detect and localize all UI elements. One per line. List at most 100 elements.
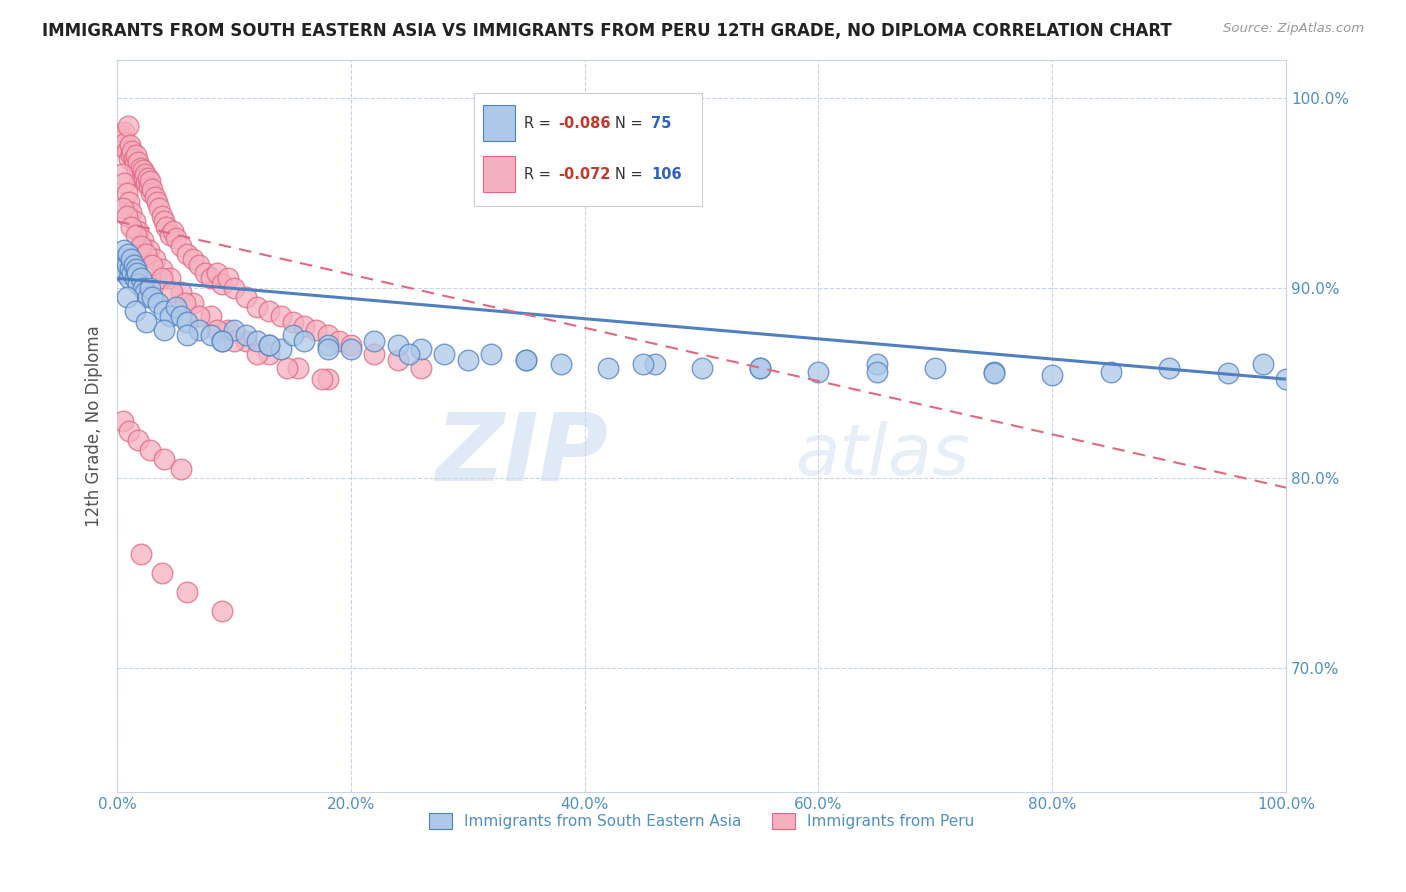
Point	[115, 290, 138, 304]
Point	[409, 360, 432, 375]
Point	[135, 315, 157, 329]
Point	[134, 285, 156, 299]
Point	[176, 328, 198, 343]
Point	[124, 271, 146, 285]
Point	[211, 604, 233, 618]
Point	[188, 310, 211, 324]
Point	[235, 334, 257, 348]
Point	[170, 285, 193, 299]
Point	[112, 201, 135, 215]
Point	[200, 310, 222, 324]
Point	[257, 303, 280, 318]
Point	[141, 182, 163, 196]
Legend: Immigrants from South Eastern Asia, Immigrants from Peru: Immigrants from South Eastern Asia, Immi…	[423, 807, 980, 836]
Point	[211, 334, 233, 348]
Point	[246, 347, 269, 361]
Point	[924, 360, 946, 375]
Point	[127, 433, 149, 447]
Point	[111, 128, 134, 143]
Point	[117, 119, 139, 133]
Point	[120, 204, 142, 219]
Point	[217, 323, 239, 337]
Point	[211, 277, 233, 291]
Point	[281, 315, 304, 329]
Point	[132, 233, 155, 247]
Point	[125, 163, 148, 178]
Point	[170, 461, 193, 475]
Point	[596, 360, 619, 375]
Point	[135, 176, 157, 190]
Point	[174, 296, 197, 310]
Point	[128, 167, 150, 181]
Point	[129, 547, 152, 561]
Point	[138, 243, 160, 257]
Point	[118, 424, 141, 438]
Point	[749, 360, 772, 375]
Point	[159, 271, 181, 285]
Point	[983, 367, 1005, 381]
Point	[644, 357, 666, 371]
Point	[1251, 357, 1274, 371]
Point	[121, 266, 143, 280]
Point	[200, 271, 222, 285]
Point	[136, 290, 159, 304]
Point	[316, 328, 339, 343]
Point	[160, 285, 183, 299]
Point	[146, 296, 169, 310]
Point	[143, 252, 166, 267]
Point	[112, 252, 135, 267]
Point	[136, 170, 159, 185]
Text: IMMIGRANTS FROM SOUTH EASTERN ASIA VS IMMIGRANTS FROM PERU 12TH GRADE, NO DIPLOM: IMMIGRANTS FROM SOUTH EASTERN ASIA VS IM…	[42, 22, 1173, 40]
Point	[222, 334, 245, 348]
Point	[398, 347, 420, 361]
Point	[807, 365, 830, 379]
Point	[139, 281, 162, 295]
Point	[387, 338, 409, 352]
Point	[132, 163, 155, 178]
Point	[409, 342, 432, 356]
Point	[118, 271, 141, 285]
Point	[305, 323, 328, 337]
Point	[146, 195, 169, 210]
Point	[222, 323, 245, 337]
Point	[176, 315, 198, 329]
Y-axis label: 12th Grade, No Diploma: 12th Grade, No Diploma	[86, 325, 103, 526]
Point	[165, 231, 187, 245]
Point	[135, 246, 157, 260]
Point	[124, 214, 146, 228]
Point	[457, 353, 479, 368]
Point	[112, 414, 135, 428]
Point	[246, 334, 269, 348]
Point	[141, 258, 163, 272]
Point	[217, 271, 239, 285]
Point	[188, 258, 211, 272]
Point	[131, 170, 153, 185]
Point	[211, 334, 233, 348]
Point	[124, 157, 146, 171]
Point	[115, 209, 138, 223]
Point	[150, 261, 173, 276]
Point	[181, 296, 204, 310]
Point	[433, 347, 456, 361]
Point	[127, 224, 149, 238]
Point	[340, 342, 363, 356]
Point	[127, 277, 149, 291]
Point	[866, 365, 889, 379]
Point	[246, 300, 269, 314]
Point	[311, 372, 333, 386]
Point	[134, 167, 156, 181]
Point	[120, 147, 142, 161]
Point	[257, 347, 280, 361]
Point	[139, 174, 162, 188]
Point	[316, 338, 339, 352]
Point	[110, 261, 132, 276]
Point	[120, 252, 142, 267]
Point	[983, 365, 1005, 379]
Point	[114, 266, 136, 280]
Point	[340, 338, 363, 352]
Point	[112, 176, 135, 190]
Point	[129, 271, 152, 285]
Point	[162, 224, 184, 238]
Text: atlas: atlas	[794, 420, 970, 490]
Point	[1099, 365, 1122, 379]
